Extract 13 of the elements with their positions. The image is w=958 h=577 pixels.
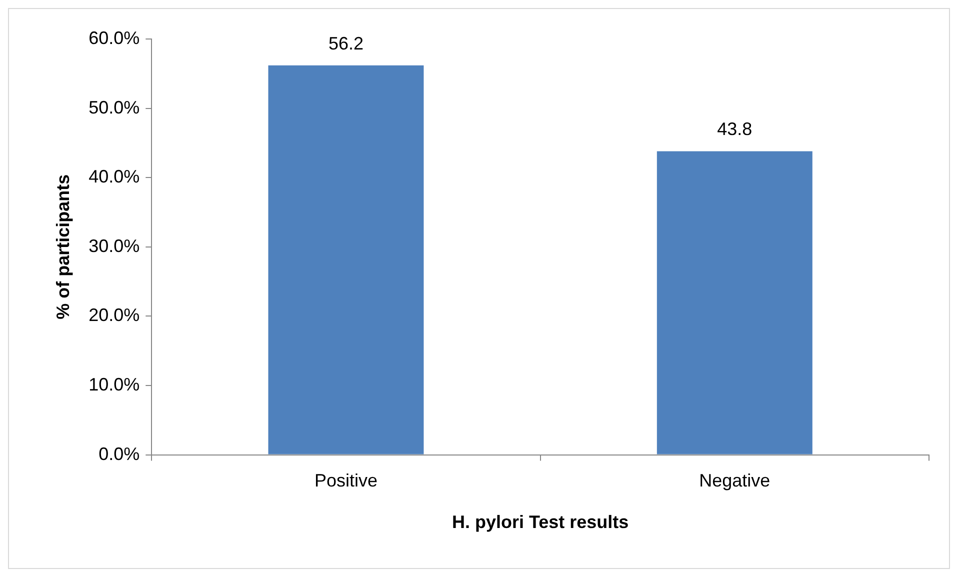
y-tick-label: 60.0% bbox=[88, 28, 140, 48]
x-axis-title: H. pylori Test results bbox=[452, 512, 629, 532]
data-label: 56.2 bbox=[328, 33, 364, 54]
data-label: 43.8 bbox=[717, 119, 752, 140]
y-tick-label: 20.0% bbox=[88, 305, 140, 326]
y-tick-label: 40.0% bbox=[88, 166, 140, 187]
y-tick-label: 50.0% bbox=[88, 97, 140, 118]
y-tick-label: 10.0% bbox=[88, 374, 140, 394]
y-tick-label: 0.0% bbox=[98, 444, 140, 464]
y-tick-label: 30.0% bbox=[88, 236, 140, 256]
y-axis-title: % of participants bbox=[52, 174, 73, 320]
x-tick-label: Positive bbox=[314, 470, 378, 491]
x-tick-label: Negative bbox=[699, 470, 770, 491]
